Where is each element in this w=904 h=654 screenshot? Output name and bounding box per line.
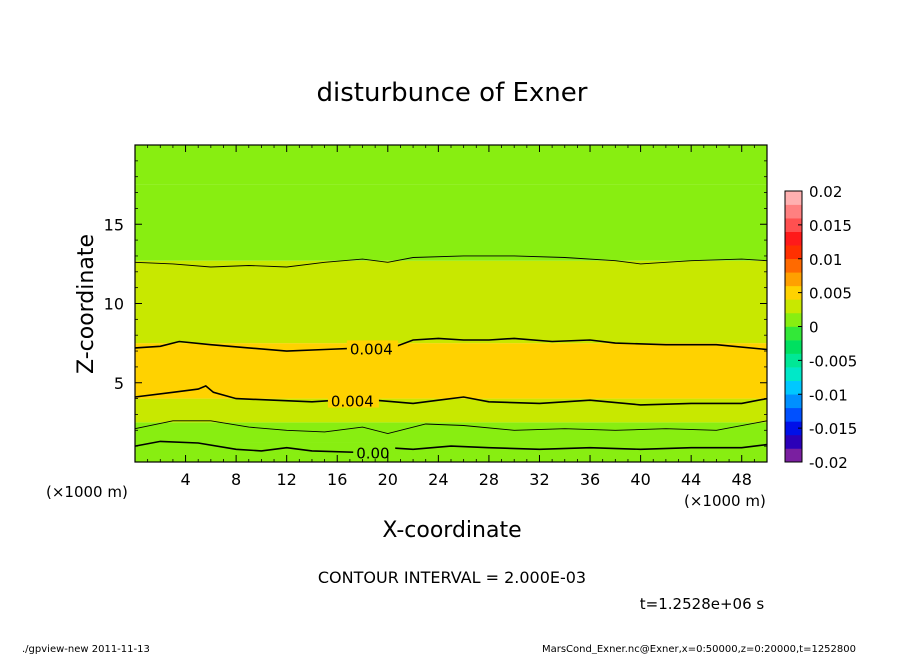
colorbar-segment [785, 421, 802, 436]
x-tick-label: 36 [580, 470, 600, 489]
colorbar-segment [785, 245, 802, 260]
y-axis-label: Z-coordinate [74, 234, 99, 374]
color-field [135, 145, 767, 462]
y-tick-label: 15 [104, 215, 124, 234]
colorbar-tick-labels: 0.02 0.015 0.01 0.005 0 -0.005 -0.01 -0.015 -0.0… [798, 183, 857, 472]
colorbar-segment [785, 204, 802, 219]
x-axis-label: X-coordinate [382, 518, 521, 543]
colorbar-segment [785, 394, 802, 409]
contour-label: 0.004 [331, 393, 374, 411]
colorbar-segment [785, 231, 802, 246]
field-band [135, 260, 767, 304]
x-tick-label: 40 [630, 470, 650, 489]
contour-label-bg [346, 340, 398, 356]
colorbar-segment [785, 380, 802, 395]
colorbar-segment [785, 367, 802, 381]
colorbar-tick-label: 0.02 [809, 183, 842, 201]
x-unit-label: (×1000 m) [684, 492, 766, 510]
y-unit-label: (×1000 m) [46, 483, 128, 501]
colorbar-segment [785, 326, 802, 341]
contour-label: 0.00 [356, 444, 389, 462]
colorbar [784, 190, 803, 463]
colorbar-segment [785, 191, 802, 205]
x-tick-label: 16 [327, 470, 347, 489]
y-tick-label: 5 [114, 374, 124, 393]
contour-label-bg [327, 392, 379, 408]
colorbar-segment [785, 353, 802, 368]
colorbar-segment [785, 285, 802, 300]
field-band [135, 398, 767, 423]
contour-line [134, 255, 768, 268]
footer-left: ./gpview-new 2011-11-13 [22, 644, 150, 654]
y-axis-ticks: 5 10 15 [104, 160, 767, 447]
x-tick-label: 20 [378, 470, 398, 489]
colorbar-tick-label: 0.005 [809, 285, 852, 303]
contour-label: 0.004 [350, 340, 393, 358]
contour-line [134, 337, 768, 352]
x-tick-label: 32 [529, 470, 549, 489]
x-tick-label: 48 [732, 470, 752, 489]
colorbar-segment [785, 434, 802, 449]
colorbar-segment [785, 312, 802, 327]
footer-right: MarsCond_Exner.nc@Exner,x=0:50000,z=0:20… [542, 644, 856, 654]
x-tick-label: 12 [277, 470, 297, 489]
field-band [135, 145, 767, 185]
colorbar-tick-label: 0.015 [809, 217, 852, 235]
colorbar-segment [785, 258, 802, 273]
contour-lines: 0.00 0.004 0.004 [134, 255, 768, 462]
colorbar-tick-label: -0.02 [809, 454, 848, 472]
field-band [135, 422, 767, 443]
field-band [135, 343, 767, 399]
x-tick-label: 44 [681, 470, 701, 489]
colorbar-segment [785, 340, 802, 354]
colorbar-tick-label: 0 [809, 319, 819, 337]
colorbar-tick-label: -0.015 [809, 420, 857, 438]
colorbar-tick-label: 0.01 [809, 251, 842, 269]
x-tick-label: 28 [479, 470, 499, 489]
field-band [135, 303, 767, 344]
time-label: t=1.2528e+06 s [640, 595, 765, 613]
contour-line [134, 384, 768, 406]
chart-title: disturbunce of Exner [317, 78, 588, 108]
contour-label-bg [353, 444, 396, 460]
y-tick-label: 10 [104, 295, 124, 314]
contour-line [134, 420, 768, 434]
colorbar-segment [785, 448, 802, 463]
contour-line [134, 440, 768, 454]
colorbar-tick-label: -0.01 [809, 386, 848, 404]
contour-interval-text: CONTOUR INTERVAL = 2.000E-03 [318, 568, 586, 587]
colorbar-segment [785, 299, 802, 314]
x-tick-label: 4 [180, 470, 190, 489]
x-tick-label: 8 [231, 470, 241, 489]
x-tick-label: 24 [428, 470, 448, 489]
colorbar-tick-label: -0.005 [809, 352, 857, 370]
x-axis-ticks: 4 8 12 16 20 24 28 32 36 40 44 48 [147, 145, 755, 489]
field-band [135, 184, 767, 261]
colorbar-segment [785, 407, 802, 422]
colorbar-segment [785, 218, 802, 232]
colorbar-segment [785, 272, 802, 287]
